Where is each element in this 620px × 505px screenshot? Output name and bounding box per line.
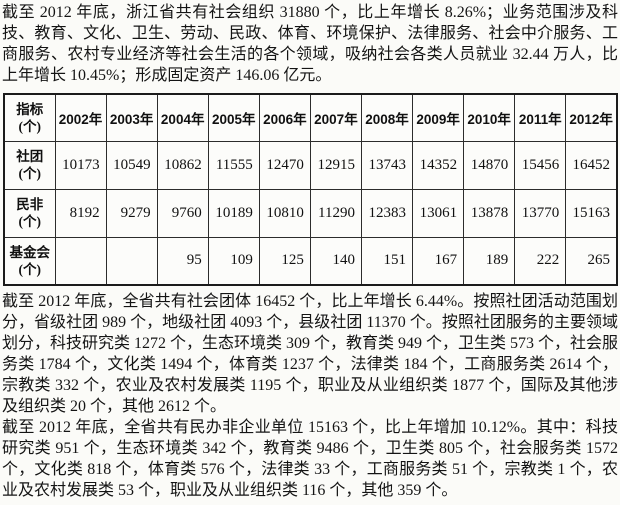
table-cell: 10862: [156, 140, 209, 190]
row-label-unit: (个): [18, 214, 42, 229]
corner-label: 指标: [16, 101, 44, 117]
row-label-text: 社团: [16, 149, 44, 164]
year-header-2007: 2007年: [309, 93, 362, 142]
table-header-row: 指标 (个) 2002年 2003年 2004年 2005年 2006年 200…: [3, 93, 618, 142]
year-header-2003: 2003年: [105, 93, 158, 142]
table-cell: 167: [412, 236, 465, 286]
row-label-unit: (个): [18, 166, 42, 181]
row-label-jijinhui: 基金会 (个): [3, 236, 56, 286]
table-cell: 125: [258, 236, 311, 286]
table-cell: 11555: [207, 140, 260, 190]
row-label-unit: (个): [18, 261, 42, 277]
row-label-minfei: 民非 (个): [3, 188, 56, 238]
table-cell: 189: [463, 236, 516, 286]
table-row-minfei: 民非 (个) 8192 9279 9760 10189 10810 11290 …: [3, 188, 618, 238]
year-header-2010: 2010年: [463, 93, 516, 142]
table-cell: 12470: [258, 140, 311, 190]
table-cell: 10810: [258, 188, 311, 238]
year-header-2004: 2004年: [156, 93, 209, 142]
table-cell: 140: [309, 236, 362, 286]
table-cell: 151: [360, 236, 414, 286]
table-cell: 9760: [156, 188, 209, 238]
table-cell: [105, 236, 158, 286]
table-cell: 8192: [54, 188, 107, 238]
table-cell: 14870: [463, 140, 516, 190]
table-cell: 12383: [360, 188, 414, 238]
table-cell: [54, 236, 107, 286]
table-cell: 95: [156, 236, 209, 286]
table-cell: 13743: [360, 140, 414, 190]
statistics-table: 指标 (个) 2002年 2003年 2004年 2005年 2006年 200…: [3, 93, 618, 286]
table-cell: 10189: [207, 188, 260, 238]
row-label-text: 民非: [16, 197, 44, 212]
table-corner-header: 指标 (个): [3, 93, 56, 142]
intro-paragraph: 截至 2012 年底，浙江省共有社会组织 31880 个，比上年增长 8.26%…: [2, 4, 618, 84]
table-cell: 13061: [412, 188, 465, 238]
table-cell: 10173: [54, 140, 107, 190]
year-header-2009: 2009年: [412, 93, 465, 142]
table-row-jijinhui: 基金会 (个) 95 109 125 140 151 167 189 222 2…: [3, 236, 618, 286]
shetuan-paragraph: 截至 2012 年底，全省共有社会团体 16452 个，比上年增长 6.44%。…: [2, 293, 619, 415]
year-header-2008: 2008年: [360, 93, 414, 142]
table-cell: 10549: [105, 140, 158, 190]
year-header-2006: 2006年: [258, 93, 311, 142]
table-cell: 265: [565, 236, 618, 286]
table-cell: 15456: [514, 140, 567, 190]
table-cell: 11290: [309, 188, 362, 238]
row-label-shetuan: 社团 (个): [3, 140, 56, 190]
table-cell: 222: [514, 236, 567, 286]
table-cell: 13770: [514, 188, 567, 238]
table-cell: 16452: [565, 140, 618, 190]
year-header-2011: 2011年: [514, 93, 567, 142]
year-header-2002: 2002年: [54, 93, 107, 142]
minban-paragraph: 截至 2012 年底，全省共有民办非企业单位 15163 个，比上年增加 10.…: [2, 419, 618, 499]
table-row-shetuan: 社团 (个) 10173 10549 10862 11555 12470 129…: [3, 140, 618, 190]
year-header-2012: 2012年: [565, 93, 618, 142]
year-header-2005: 2005年: [207, 93, 260, 142]
row-label-text: 基金会: [9, 244, 51, 260]
table-cell: 14352: [412, 140, 465, 190]
table-cell: 13878: [463, 188, 516, 238]
table-cell: 109: [207, 236, 260, 286]
table-cell: 12915: [309, 140, 362, 190]
corner-unit: (个): [18, 118, 42, 134]
table-cell: 9279: [105, 188, 158, 238]
table-cell: 15163: [565, 188, 618, 238]
